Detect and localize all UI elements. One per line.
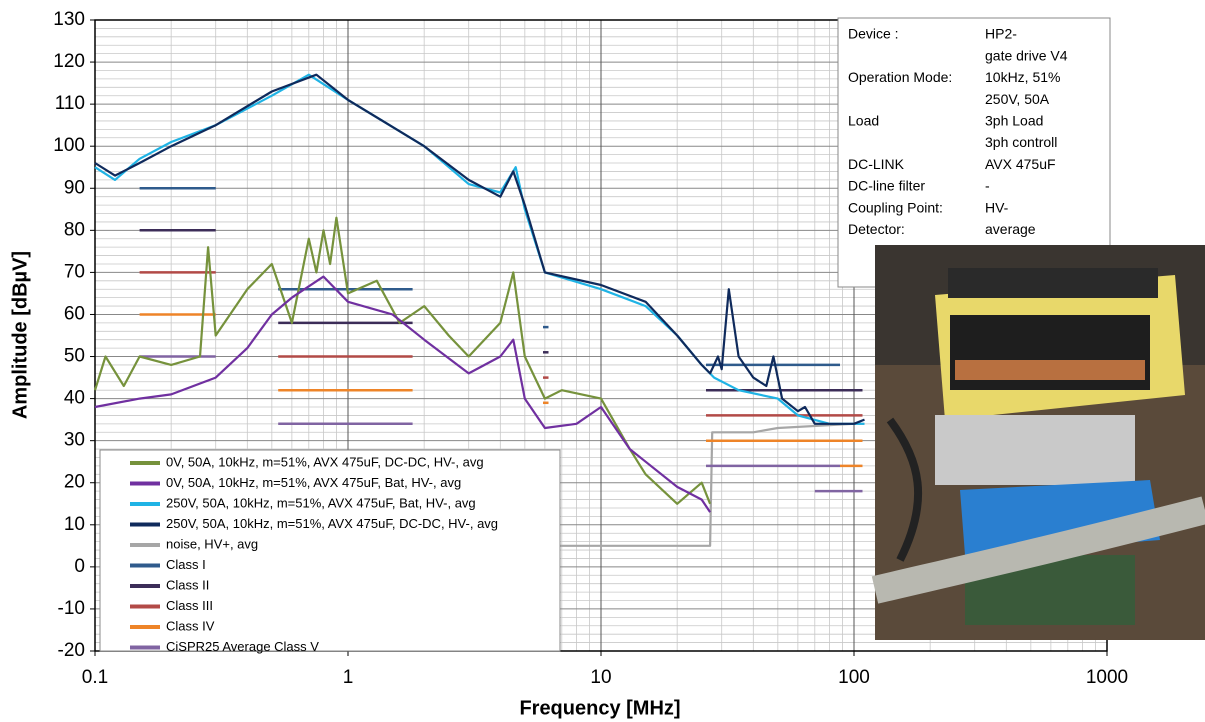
info-label: DC-line filter [848, 178, 925, 194]
photo [871, 245, 1205, 640]
x-axis-label: Frequency [MHz] [519, 697, 680, 719]
info-box-frame [837, 17, 1111, 288]
y-tick-label: -10 [58, 598, 85, 619]
legend-label: Class I [166, 557, 206, 572]
series-line [524, 422, 865, 547]
legend-label: 0V, 50A, 10kHz, m=51%, AVX 475uF, DC-DC,… [166, 454, 484, 469]
info-value: 3ph Load [985, 113, 1043, 129]
legend-box [99, 449, 561, 652]
series-line [93, 216, 712, 505]
legend-label: Class II [166, 577, 209, 592]
info-label: DC-LINK [848, 156, 905, 172]
info-value: AVX 475uF [985, 156, 1056, 172]
x-tick-label: 100 [838, 667, 870, 688]
legend: 0V, 50A, 10kHz, m=51%, AVX 475uF, DC-DC,… [99, 449, 561, 654]
info-value: average [985, 221, 1036, 237]
series-line [94, 73, 865, 425]
legend-label: Class IV [166, 618, 215, 633]
info-value: 3ph controll [985, 134, 1057, 150]
y-tick-label: 70 [64, 261, 85, 282]
x-tick-label: 1000 [1086, 667, 1128, 688]
y-tick-label: 80 [64, 219, 85, 240]
info-value: HV- [985, 199, 1009, 215]
legend-label: noise, HV+, avg [166, 536, 258, 551]
y-tick-label: 50 [64, 346, 85, 367]
info-value: - [985, 178, 990, 194]
y-tick-label: 0 [74, 556, 85, 577]
legend-label: 250V, 50A, 10kHz, m=51%, AVX 475uF, DC-D… [166, 516, 498, 531]
legend-label: 0V, 50A, 10kHz, m=51%, AVX 475uF, Bat, H… [166, 475, 461, 490]
y-tick-label: 100 [53, 135, 85, 156]
legend-label: 250V, 50A, 10kHz, m=51%, AVX 475uF, Bat,… [166, 495, 476, 510]
info-label: Detector: [848, 221, 905, 237]
legend-label: CiSPR25 Average Class V [166, 639, 319, 654]
hose [871, 496, 1205, 604]
x-tick-label: 10 [590, 667, 611, 688]
y-tick-label: 20 [64, 472, 85, 493]
y-tick-label: 90 [64, 177, 85, 198]
info-label: Coupling Point: [848, 199, 943, 215]
info-value: 250V, 50A [985, 91, 1050, 107]
y-tick-label: 60 [64, 303, 85, 324]
x-tick-label: 1 [343, 667, 354, 688]
info-value: HP2- [985, 26, 1017, 42]
y-tick-label: 130 [53, 9, 85, 30]
info-value: gate drive V4 [985, 47, 1068, 63]
y-tick-label: 120 [53, 51, 85, 72]
info-label: Load [848, 113, 879, 129]
y-tick-label: 10 [64, 514, 85, 535]
y-tick-label: 40 [64, 388, 85, 409]
y-tick-label: 110 [55, 93, 85, 114]
info-value: 10kHz, 51% [985, 69, 1060, 85]
series-layer [93, 73, 865, 547]
x-tick-label: 0.1 [82, 667, 108, 688]
y-axis-label: Amplitude [dBµV] [9, 251, 31, 419]
y-tick-label: 30 [64, 430, 85, 451]
heatsink [935, 415, 1135, 485]
info-box: Device : HP2- gate drive V4 Operation Mode:… [837, 17, 1111, 288]
y-tick-label: -20 [58, 640, 85, 661]
series-line [94, 275, 712, 513]
relay-copper [955, 360, 1145, 380]
legend-label: Class III [166, 598, 213, 613]
info-label: Device : [848, 26, 899, 42]
cable [886, 417, 923, 562]
info-label: Operation Mode: [848, 69, 952, 85]
relays-back [948, 268, 1158, 298]
